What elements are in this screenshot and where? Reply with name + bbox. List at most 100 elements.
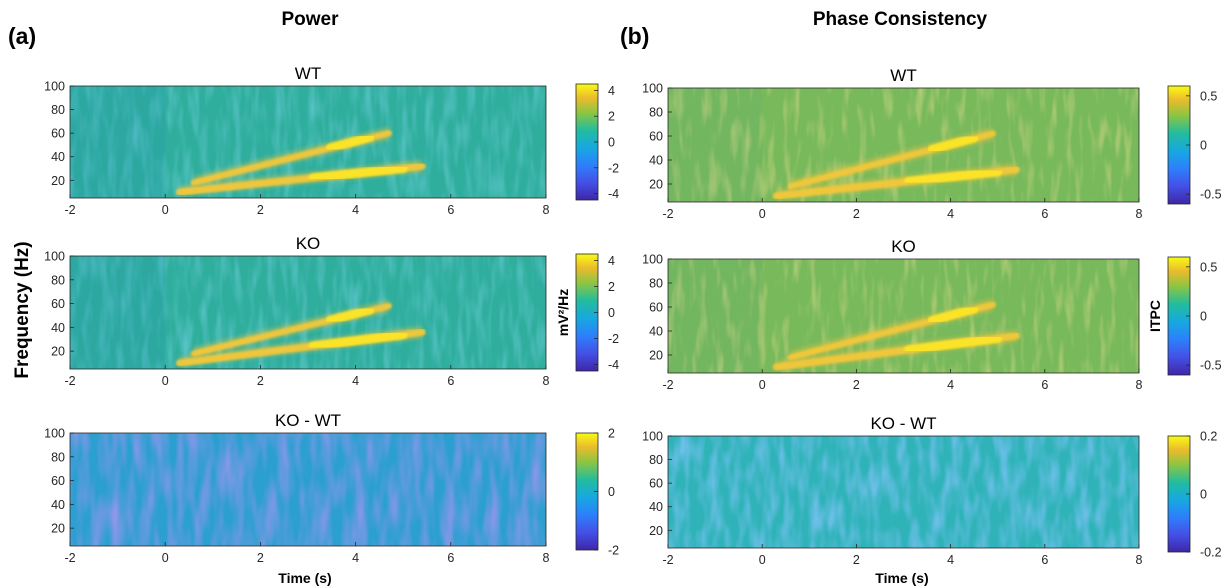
panel-a-letter: (a) <box>8 23 36 49</box>
y-tick-label: 60 <box>649 301 663 315</box>
time-axis-label-a: Time (s) <box>278 570 331 586</box>
x-tick-label: 0 <box>759 207 766 221</box>
panel-b-letter: (b) <box>620 23 649 49</box>
y-tick-label: 40 <box>649 500 663 514</box>
frequency-ridge-peak <box>325 305 375 325</box>
y-tick-label: 20 <box>51 522 65 536</box>
x-tick-label: 8 <box>1136 378 1143 392</box>
panel-b-title: Phase Consistency <box>813 9 988 30</box>
y-tick-label: 60 <box>649 130 663 144</box>
x-tick-label: -2 <box>662 378 673 392</box>
x-tick-label: -2 <box>662 553 673 567</box>
colorbar-label: mV²/Hz <box>555 289 571 336</box>
subplot-title: KO <box>296 234 321 253</box>
time-axis-label-b: Time (s) <box>875 570 928 586</box>
x-tick-label: 8 <box>543 203 550 217</box>
axes-frame <box>69 432 547 547</box>
spectrogram-b-2: KO - WT -2 0 2 4 6 8 20 40 60 80 100 0.2 0 -0.2 <box>642 414 1221 567</box>
colorbar-tick-label: 0 <box>1200 488 1207 502</box>
y-tick-label: 80 <box>649 453 663 467</box>
colorbar-tick-label: 0 <box>608 306 615 320</box>
colorbar-tick-label: 0 <box>608 136 615 150</box>
y-tick-label: 60 <box>51 297 65 311</box>
colorbar-tick-label: 0.5 <box>1200 89 1217 103</box>
subplot-title: KO <box>891 237 916 256</box>
x-tick-label: 0 <box>759 378 766 392</box>
colorbar-tick-label: 0.5 <box>1200 260 1217 274</box>
frequency-axis-label: Frequency (Hz) <box>12 241 33 378</box>
y-tick-label: 20 <box>649 349 663 363</box>
colorbar-tick-label: 0 <box>1200 139 1207 153</box>
baseline-region <box>668 88 763 202</box>
x-tick-label: 0 <box>759 553 766 567</box>
x-tick-label: 2 <box>257 551 264 565</box>
x-tick-label: 8 <box>1136 553 1143 567</box>
colorbar-tick-label: 0 <box>1200 310 1207 324</box>
x-tick-label: 4 <box>352 551 359 565</box>
heatmap-texture <box>70 433 546 546</box>
colorbar-tick-label: -2 <box>608 332 619 346</box>
colorbar-tick-label: -4 <box>608 187 619 201</box>
panel-a-title: Power <box>281 9 339 30</box>
y-tick-label: 20 <box>649 524 663 538</box>
axes-frame <box>69 255 547 370</box>
colorbar-tick-label: -4 <box>608 358 619 372</box>
x-tick-label: 6 <box>447 551 454 565</box>
baseline-region <box>668 259 763 373</box>
heatmap-body <box>668 259 1139 373</box>
x-tick-label: 0 <box>162 551 169 565</box>
colorbar-tick-label: 0.2 <box>1200 430 1217 444</box>
heatmap-body <box>70 256 546 369</box>
x-tick-label: 6 <box>1041 207 1048 221</box>
y-tick-label: 40 <box>649 325 663 339</box>
frequency-ridge-peak <box>308 163 408 183</box>
y-tick-label: 20 <box>649 178 663 192</box>
frequency-ridge-peak <box>903 333 1003 355</box>
x-tick-label: 8 <box>543 551 550 565</box>
x-tick-label: 4 <box>352 374 359 388</box>
x-tick-label: 2 <box>257 203 264 217</box>
x-tick-label: 2 <box>853 207 860 221</box>
axes-frame <box>667 435 1140 549</box>
x-tick-label: 0 <box>162 203 169 217</box>
colorbar-tick-label: -0.2 <box>1200 546 1222 560</box>
y-tick-label: 60 <box>51 474 65 488</box>
colorbar-tick-label: -0.5 <box>1200 188 1222 202</box>
heatmap-body <box>70 433 546 546</box>
frequency-ridge-peak <box>308 330 408 351</box>
subplot-title: KO - WT <box>870 414 936 433</box>
colorbar-tick-label: 4 <box>608 84 615 98</box>
y-tick-label: 80 <box>51 273 65 287</box>
heatmap-body <box>668 436 1139 548</box>
y-tick-label: 40 <box>649 154 663 168</box>
x-tick-label: 2 <box>853 553 860 567</box>
x-tick-label: 4 <box>947 378 954 392</box>
colorbar-tick-label: -0.5 <box>1200 359 1222 373</box>
colorbar-tick-label: -2 <box>608 161 619 175</box>
x-tick-label: 6 <box>1041 553 1048 567</box>
x-tick-label: 4 <box>352 203 359 217</box>
colorbar-tick-label: 2 <box>608 110 615 124</box>
subplot-title: WT <box>295 64 321 83</box>
axes-frame <box>667 87 1140 203</box>
heatmap-body <box>668 88 1139 202</box>
y-tick-label: 20 <box>51 345 65 359</box>
x-tick-label: 2 <box>257 374 264 388</box>
y-tick-label: 60 <box>51 127 65 141</box>
x-tick-label: -2 <box>64 551 75 565</box>
colorbar-tick-label: 2 <box>608 427 615 441</box>
y-tick-label: 100 <box>44 427 65 441</box>
y-tick-label: 100 <box>642 82 663 96</box>
x-tick-label: -2 <box>64 203 75 217</box>
y-tick-label: 100 <box>642 253 663 267</box>
y-tick-label: 40 <box>51 150 65 164</box>
y-tick-label: 40 <box>51 498 65 512</box>
y-tick-label: 80 <box>649 277 663 291</box>
y-tick-label: 80 <box>649 106 663 120</box>
x-tick-label: -2 <box>662 207 673 221</box>
y-tick-label: 100 <box>44 80 65 94</box>
colorbar-tick-label: 4 <box>608 254 615 268</box>
